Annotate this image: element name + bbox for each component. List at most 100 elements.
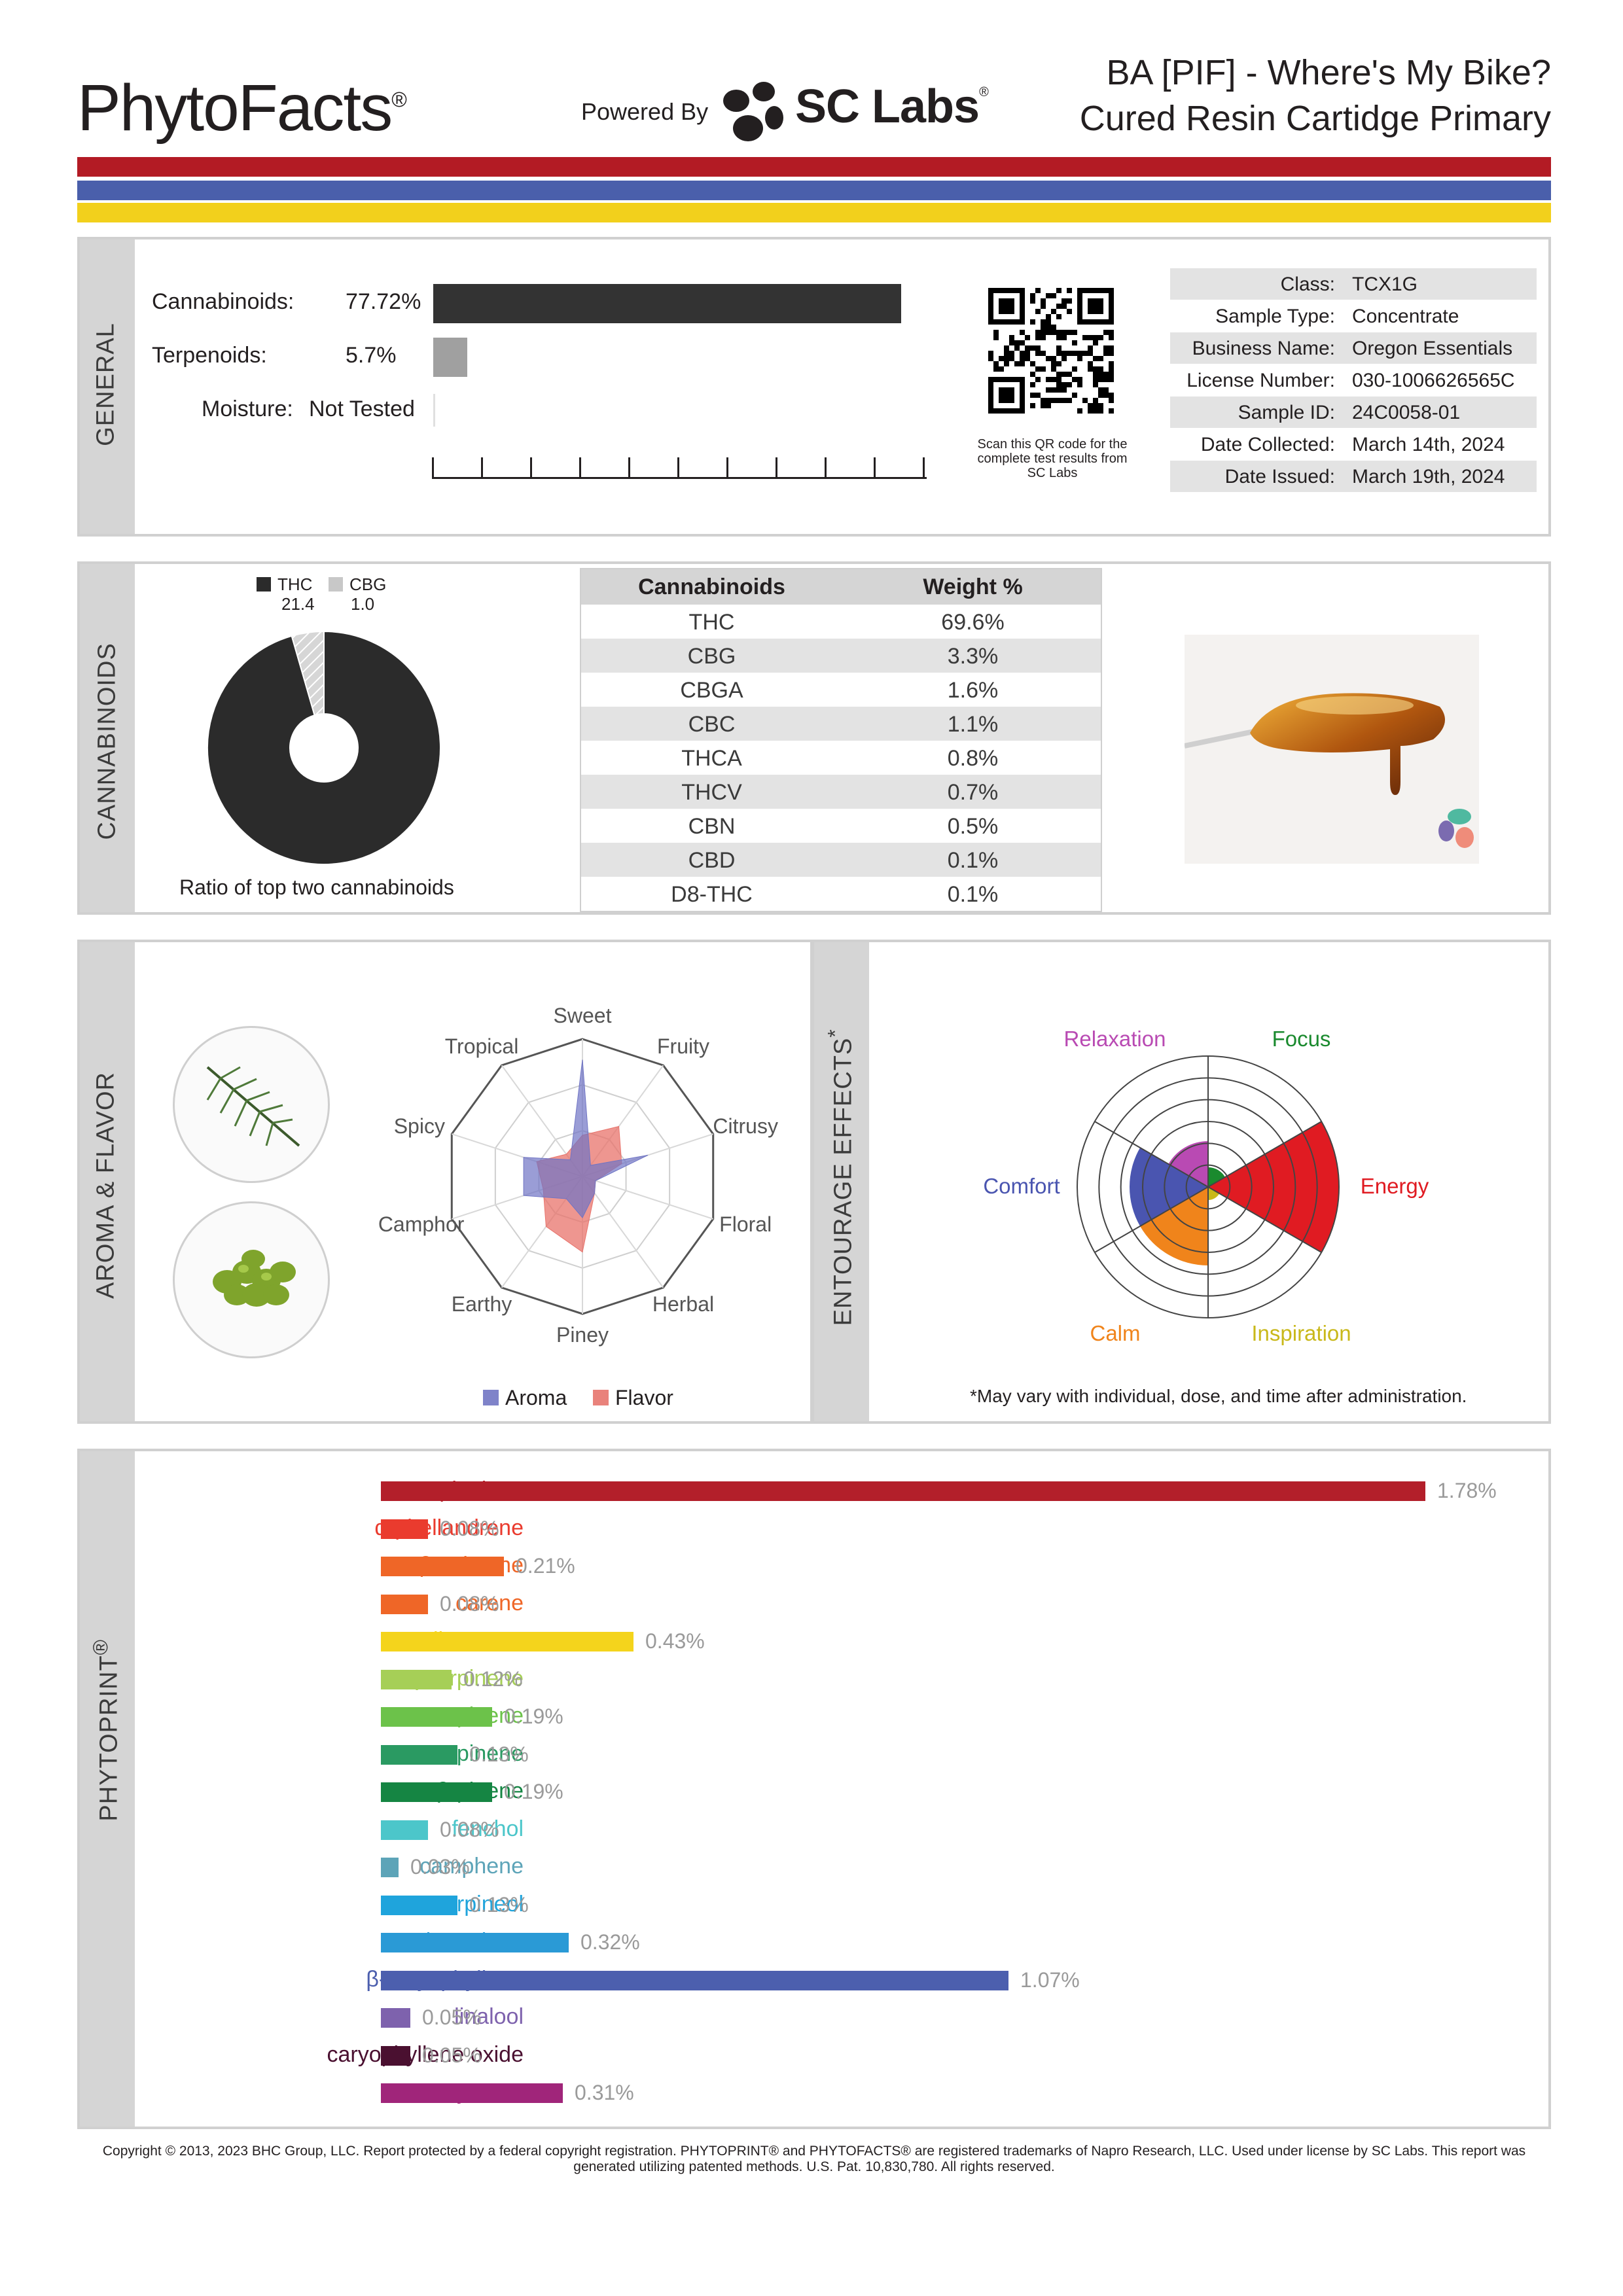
qr-module [1041, 298, 1046, 304]
aroma-sidebar [80, 942, 135, 1421]
qr-module [999, 366, 1004, 372]
qr-module [1067, 298, 1072, 304]
terpene-bar [381, 1707, 492, 1727]
terpene-value: 0.32% [580, 1930, 640, 1954]
qr-module [1109, 366, 1114, 372]
info-key: Class: [1280, 274, 1335, 295]
qr-module [1051, 325, 1056, 330]
terpene-bar [381, 1632, 633, 1651]
qr-module [1088, 403, 1093, 408]
sc-labs-logo-icon [723, 82, 783, 141]
table-row: CBN 0.5% [581, 809, 1101, 843]
terpene-value: 0.13% [469, 1892, 529, 1916]
qr-module [1093, 398, 1098, 403]
sc-labs-wordmark: SC Labs® [795, 80, 989, 133]
legend-aroma-swatch [483, 1390, 499, 1405]
qr-module [1030, 382, 1035, 387]
qr-finder-core [999, 387, 1014, 403]
powered-by-label: Powered By [581, 98, 709, 125]
qr-module [1030, 393, 1035, 398]
qr-module [1061, 356, 1067, 361]
terpene-value: 1.78% [1437, 1479, 1497, 1502]
qr-module [1098, 372, 1103, 377]
red-stripe [77, 157, 1551, 177]
terpene-value: 0.08% [440, 1591, 499, 1616]
scale-tick [579, 457, 581, 477]
qr-module [1109, 345, 1114, 351]
general-bar-label: Terpenoids: [152, 343, 267, 368]
general-bar-label: Cannabinoids: [152, 289, 294, 314]
terpene-bar [381, 1744, 457, 1765]
qr-module [1051, 377, 1056, 382]
qr-module [1041, 351, 1046, 356]
qr-module [1093, 403, 1098, 408]
qr-module [1014, 345, 1020, 351]
qr-module [1046, 356, 1051, 361]
terpene-value: 0.31% [575, 2081, 634, 2104]
donut-legend-thc-name: THC [277, 574, 313, 594]
terpene-name: linalool [454, 2004, 524, 2029]
qr-code-icon[interactable] [988, 288, 1114, 414]
general-bar-value: 5.7% [346, 343, 397, 368]
table-cell-weight: 1.1% [947, 712, 999, 737]
qr-module [1041, 366, 1046, 372]
qr-module [1041, 304, 1046, 309]
copyright-footer: Copyright © 2013, 2023 BHC Group, LLC. R… [102, 2144, 1526, 2174]
qr-module [1088, 408, 1093, 414]
table-cell-weight: 0.1% [947, 848, 999, 873]
terpene-bar [381, 1895, 457, 1915]
qr-module [1051, 387, 1056, 393]
qr-module [1051, 330, 1056, 335]
effect-wedge-calm [1140, 1187, 1208, 1265]
qr-module [1035, 366, 1041, 372]
radar-axis-label: Spicy [393, 1114, 445, 1138]
terpene-value: 0.03% [410, 1855, 470, 1879]
qr-module [1093, 356, 1098, 361]
phytoprint-section-label: PHYTOPRINT® [88, 1639, 123, 1822]
qr-module [1041, 330, 1046, 335]
terpene-bar [381, 2083, 563, 2103]
terpene-value: 0.19% [504, 1704, 563, 1728]
qr-module [1014, 361, 1020, 366]
table-cell-weight: 0.7% [947, 780, 999, 805]
qr-module [1046, 293, 1051, 298]
qr-module [1061, 372, 1067, 377]
qr-module [1004, 351, 1009, 356]
qr-module [1067, 382, 1072, 387]
terpene-value: 0.05% [422, 2005, 482, 2029]
qr-module [1103, 330, 1109, 335]
product-photo [1185, 635, 1479, 864]
radar-spoke [582, 1176, 714, 1220]
qr-module [1056, 330, 1061, 335]
qr-module [1103, 377, 1109, 382]
qr-module [1077, 356, 1082, 361]
qr-module [1056, 351, 1061, 356]
info-row: Date Issued: March 19th, 2024 [1170, 461, 1537, 492]
qr-module [1020, 351, 1025, 356]
qr-module [1030, 372, 1035, 377]
qr-module [1093, 377, 1098, 382]
donut-slice-cbg [291, 630, 325, 716]
qr-module [1072, 377, 1077, 382]
table-cell-name: CBC [688, 712, 736, 737]
qr-finder-core [999, 298, 1014, 314]
pine-aroma-image [173, 1026, 330, 1183]
qr-module [1061, 398, 1067, 403]
qr-module [1051, 356, 1056, 361]
info-row: Class: TCX1G [1170, 268, 1537, 300]
scale-tick [677, 457, 679, 477]
qr-module [1046, 377, 1051, 382]
scale-tick [481, 457, 483, 477]
scale-tick [432, 457, 434, 477]
effect-wedge-relaxation [1168, 1141, 1208, 1187]
donut-legend-cbg-value: 1.0 [351, 594, 375, 614]
donut-caption: Ratio of top two cannabinoids [179, 875, 454, 899]
effect-label-relaxation: Relaxation [1063, 1026, 1166, 1051]
qr-module [1004, 361, 1009, 366]
qr-module [1109, 393, 1114, 398]
qr-module [1041, 398, 1046, 403]
scale-tick [726, 457, 728, 477]
terpene-name: camphene [419, 1854, 524, 1879]
terpene-value: 1.07% [1020, 1968, 1080, 1992]
qr-module [1061, 304, 1067, 309]
